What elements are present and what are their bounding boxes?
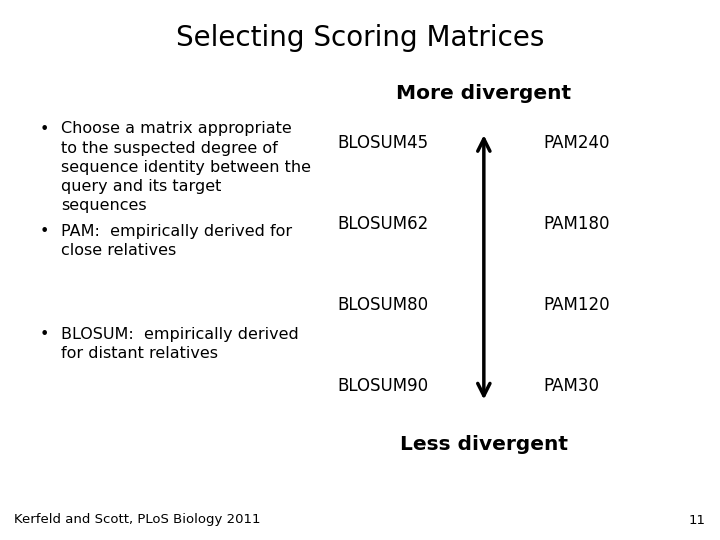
Text: BLOSUM45: BLOSUM45 [337, 134, 428, 152]
Text: BLOSUM80: BLOSUM80 [337, 296, 428, 314]
Text: BLOSUM:  empirically derived
for distant relatives: BLOSUM: empirically derived for distant … [61, 327, 299, 361]
Text: BLOSUM90: BLOSUM90 [337, 377, 428, 395]
Text: PAM:  empirically derived for
close relatives: PAM: empirically derived for close relat… [61, 224, 292, 258]
Text: •: • [40, 224, 49, 239]
Text: PAM240: PAM240 [544, 134, 610, 152]
Text: Choose a matrix appropriate
to the suspected degree of
sequence identity between: Choose a matrix appropriate to the suspe… [61, 122, 311, 213]
Text: PAM180: PAM180 [544, 215, 610, 233]
Text: Less divergent: Less divergent [400, 435, 568, 454]
Text: •: • [40, 122, 49, 137]
Text: Selecting Scoring Matrices: Selecting Scoring Matrices [176, 24, 544, 52]
Text: PAM120: PAM120 [544, 296, 611, 314]
Text: Kerfeld and Scott, PLoS Biology 2011: Kerfeld and Scott, PLoS Biology 2011 [14, 514, 261, 526]
Text: More divergent: More divergent [396, 84, 572, 103]
Text: BLOSUM62: BLOSUM62 [337, 215, 428, 233]
Text: PAM30: PAM30 [544, 377, 600, 395]
Text: •: • [40, 327, 49, 342]
Text: 11: 11 [688, 514, 706, 526]
